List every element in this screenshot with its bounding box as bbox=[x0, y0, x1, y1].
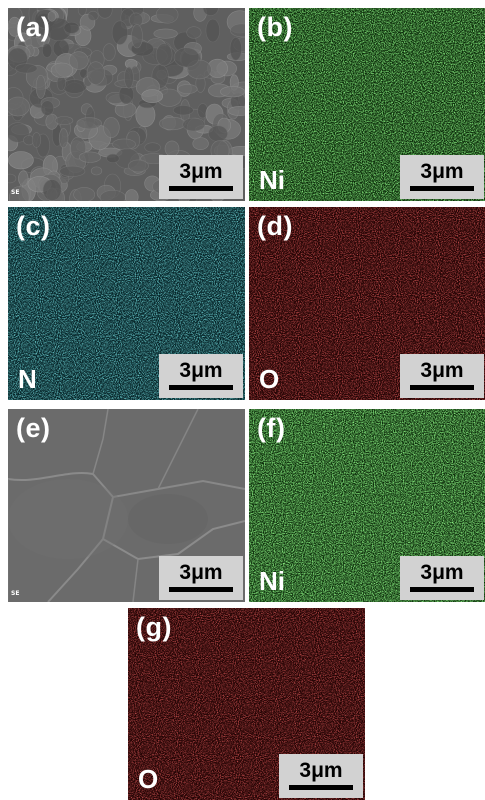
scale-bar-box: 3μm bbox=[400, 556, 484, 600]
element-label: N bbox=[18, 364, 37, 394]
panel-label: (d) bbox=[257, 211, 293, 241]
panel-label: (e) bbox=[16, 413, 51, 443]
scale-bar bbox=[410, 587, 474, 592]
panel-a-sem-image: (a) SE 3μm bbox=[8, 8, 245, 201]
scale-bar-box: 3μm bbox=[400, 155, 484, 199]
element-label: O bbox=[138, 764, 159, 794]
element-label: Ni bbox=[259, 566, 285, 596]
scale-bar bbox=[410, 385, 474, 390]
scale-bar bbox=[169, 587, 233, 592]
element-label: Ni bbox=[259, 165, 285, 195]
scale-bar-label: 3μm bbox=[420, 561, 464, 584]
panel-label: (g) bbox=[136, 612, 172, 642]
scale-bar-label: 3μm bbox=[179, 160, 223, 183]
panel-f-ni-map: (f) Ni 3μm bbox=[249, 409, 485, 602]
scale-bar-box: 3μm bbox=[159, 354, 243, 398]
scale-bar-label: 3μm bbox=[420, 160, 464, 183]
scale-bar-label: 3μm bbox=[179, 359, 223, 382]
panel-c-n-map: (c) N 3μm bbox=[8, 207, 245, 400]
element-label: O bbox=[259, 364, 280, 394]
panel-d-o-map: (d) O 3μm bbox=[249, 207, 485, 400]
sem-grains-texture bbox=[8, 8, 245, 201]
panel-label: (f) bbox=[257, 413, 286, 443]
scale-bar bbox=[169, 385, 233, 390]
scale-bar-box: 3μm bbox=[159, 556, 243, 600]
panel-label: (c) bbox=[16, 211, 51, 241]
scale-bar-label: 3μm bbox=[179, 561, 223, 584]
scale-bar bbox=[169, 186, 233, 191]
scale-bar-label: 3μm bbox=[299, 759, 343, 782]
scale-bar-label: 3μm bbox=[420, 359, 464, 382]
scale-bar bbox=[289, 785, 353, 790]
panel-e-sem-image: (e) SE 3μm bbox=[8, 409, 245, 602]
panel-b-ni-map: (b) Ni 3μm bbox=[249, 8, 485, 201]
panel-g-o-map: (g) O 3μm bbox=[128, 608, 365, 800]
detector-label: SE bbox=[11, 590, 20, 597]
detector-label: SE bbox=[11, 189, 20, 196]
scale-bar bbox=[410, 186, 474, 191]
scale-bar-box: 3μm bbox=[159, 155, 243, 199]
scale-bar-box: 3μm bbox=[400, 354, 484, 398]
scale-bar-box: 3μm bbox=[279, 754, 363, 798]
panel-label: (b) bbox=[257, 12, 293, 42]
panel-label: (a) bbox=[16, 12, 51, 42]
